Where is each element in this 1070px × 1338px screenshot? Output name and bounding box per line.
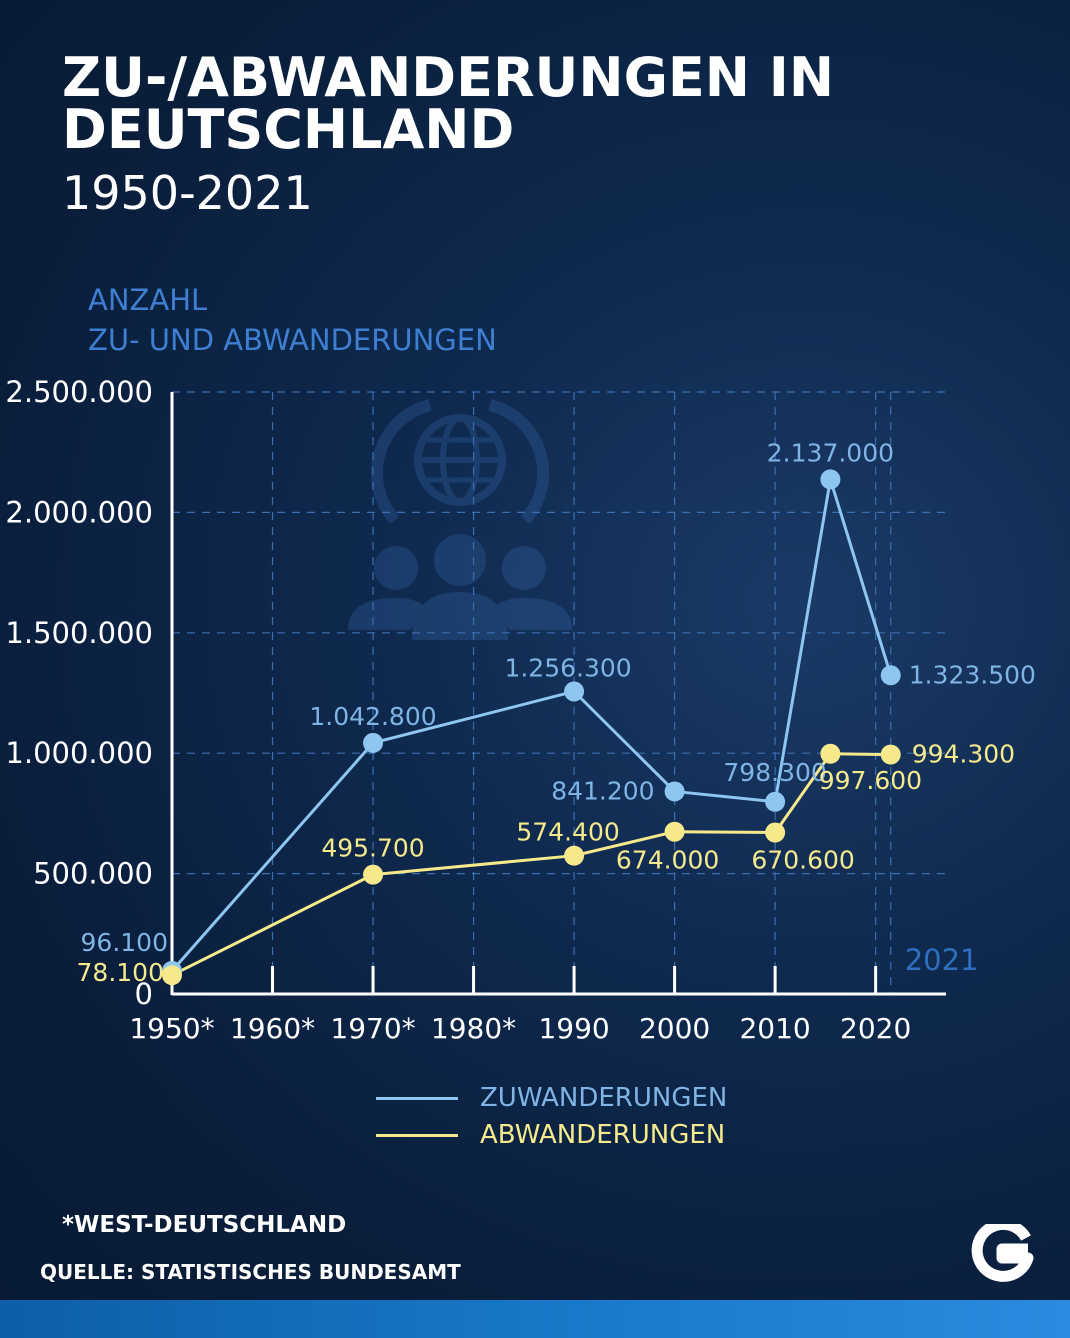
data-point-zuwanderungen bbox=[820, 469, 841, 490]
data-label-abwanderungen: 574.400 bbox=[516, 818, 619, 847]
y-tick-label: 0 bbox=[135, 977, 153, 1011]
legend-item-zuwanderungen: ZUWANDERUNGEN bbox=[376, 1083, 727, 1113]
data-label-abwanderungen: 495.700 bbox=[321, 834, 424, 863]
brand-logo-icon bbox=[971, 1224, 1034, 1282]
legend-label-abwanderungen: ABWANDERUNGEN bbox=[480, 1120, 726, 1150]
footnote: *WEST-DEUTSCHLAND bbox=[62, 1212, 347, 1238]
y-tick-label: 2.000.000 bbox=[5, 495, 153, 529]
year-annotation: 2021 bbox=[905, 943, 979, 977]
y-tick-label: 2.500.000 bbox=[5, 375, 153, 409]
migration-watermark-icon bbox=[348, 399, 572, 640]
data-label-zuwanderungen: 798.300 bbox=[723, 758, 826, 787]
data-label-zuwanderungen: 1.323.500 bbox=[909, 660, 1036, 689]
data-label-abwanderungen: 674.000 bbox=[616, 846, 719, 875]
y-tick-label: 500.000 bbox=[33, 857, 153, 891]
y-tick-label: 1.000.000 bbox=[5, 736, 153, 770]
legend-item-abwanderungen: ABWANDERUNGEN bbox=[376, 1120, 725, 1150]
data-point-abwanderungen bbox=[363, 864, 384, 885]
data-point-zuwanderungen bbox=[564, 681, 585, 702]
x-tick-label: 1980* bbox=[431, 1012, 516, 1045]
data-point-abwanderungen bbox=[664, 821, 685, 842]
y-tick-label: 1.500.000 bbox=[5, 616, 153, 650]
source-note: QUELLE: STATISTISCHES BUNDESAMT bbox=[40, 1260, 461, 1284]
x-tick-label: 1960* bbox=[230, 1012, 315, 1045]
legend-line-zuwanderungen bbox=[376, 1096, 458, 1100]
data-label-abwanderungen: 994.300 bbox=[912, 740, 1015, 769]
data-point-zuwanderungen bbox=[765, 791, 786, 812]
data-point-abwanderungen bbox=[880, 744, 901, 765]
x-tick-label: 2020 bbox=[840, 1012, 911, 1045]
data-point-abwanderungen bbox=[564, 845, 585, 866]
legend-line-abwanderungen bbox=[376, 1133, 458, 1137]
x-tick-label: 2010 bbox=[739, 1012, 810, 1045]
x-tick-label: 2000 bbox=[639, 1012, 710, 1045]
chart-title: ZU-/ABWANDERUNGEN IN DEUTSCHLAND bbox=[62, 46, 835, 161]
data-label-zuwanderungen: 1.256.300 bbox=[504, 653, 631, 682]
bottom-bar bbox=[0, 1300, 1070, 1338]
legend-label-zuwanderungen: ZUWANDERUNGEN bbox=[480, 1083, 728, 1113]
x-tick-label: 1970* bbox=[330, 1012, 415, 1045]
data-point-zuwanderungen bbox=[664, 781, 685, 802]
line-chart: 0 500.000 1.000.000 1.500.000 2.000.000 2.500… bbox=[5, 375, 1036, 1045]
data-label-abwanderungen: 78.100 bbox=[77, 958, 164, 987]
data-label-abwanderungen: 997.600 bbox=[819, 766, 922, 795]
y-axis-title-line2: ZU- UND ABWANDERUNGEN bbox=[88, 323, 497, 357]
chart-subtitle: 1950-2021 bbox=[62, 166, 313, 220]
data-label-zuwanderungen: 1.042.800 bbox=[309, 702, 436, 731]
data-point-abwanderungen bbox=[765, 822, 786, 843]
data-point-abwanderungen bbox=[820, 743, 841, 764]
data-label-zuwanderungen: 841.200 bbox=[551, 776, 654, 805]
data-point-zuwanderungen bbox=[880, 665, 901, 686]
y-axis-title-line1: ANZAHL bbox=[88, 283, 208, 317]
data-point-zuwanderungen bbox=[363, 732, 384, 753]
x-tick-label: 1990 bbox=[538, 1012, 609, 1045]
data-point-abwanderungen bbox=[162, 965, 182, 986]
x-tick-label: 1950* bbox=[129, 1012, 214, 1045]
y-axis-title: ANZAHL ZU- UND ABWANDERUNGEN bbox=[88, 280, 497, 360]
data-label-abwanderungen: 670.600 bbox=[751, 846, 854, 875]
data-label-zuwanderungen: 96.100 bbox=[81, 928, 168, 957]
data-label-zuwanderungen: 2.137.000 bbox=[767, 438, 894, 467]
